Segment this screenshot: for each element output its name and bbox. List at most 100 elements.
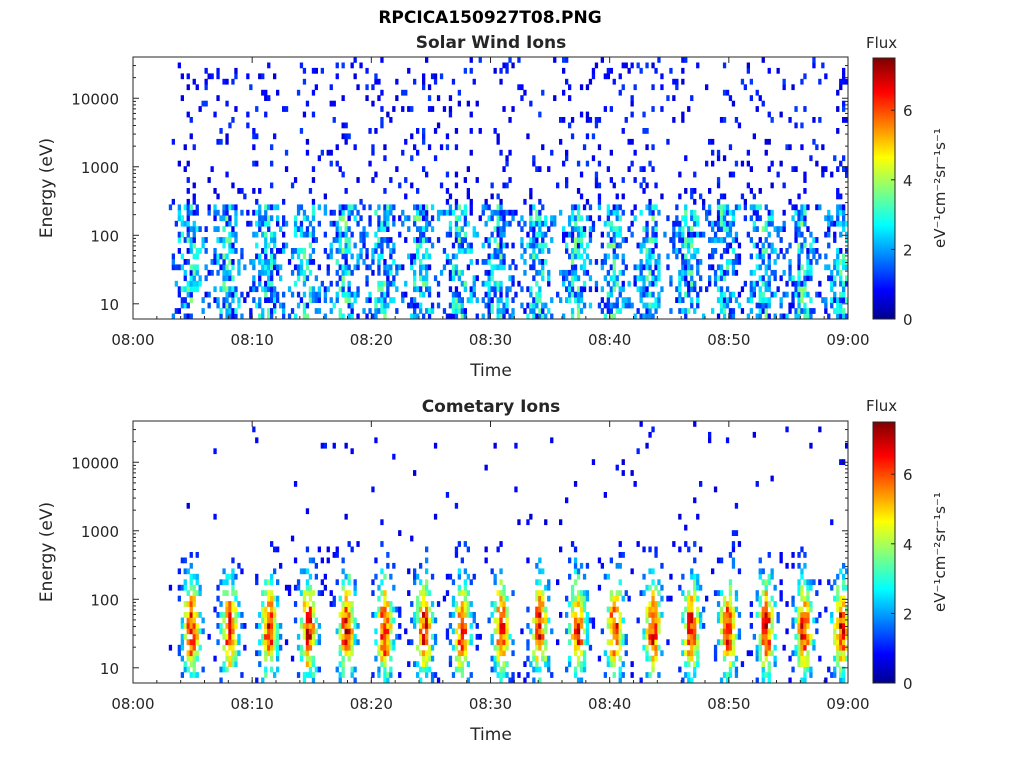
spectrogram-cell	[329, 297, 333, 303]
spectrogram-cell	[472, 291, 476, 298]
spectrogram-cell	[719, 269, 724, 276]
spectrogram-cell	[761, 666, 765, 673]
spectrogram-cell	[693, 541, 697, 547]
spectrogram-cell	[386, 628, 390, 635]
spectrogram-cell	[380, 291, 384, 298]
spectrogram-cell	[460, 302, 464, 309]
spectrogram-cell	[687, 286, 691, 293]
spectrogram-cell	[255, 231, 259, 238]
spectrogram-cell	[684, 155, 688, 162]
spectrogram-cell	[678, 584, 682, 591]
spectrogram-cell	[648, 568, 652, 575]
spectrogram-cell	[317, 590, 321, 596]
spectrogram-cell	[550, 672, 554, 678]
spectrogram-cell	[496, 226, 500, 232]
spectrogram-cell	[800, 280, 804, 287]
spectrogram-cell	[579, 111, 584, 118]
spectrogram-cell	[451, 644, 456, 651]
spectrogram-cell	[225, 253, 229, 260]
spectrogram-cell	[693, 188, 697, 194]
spectrogram-cell	[231, 264, 235, 271]
spectrogram-cell	[719, 617, 724, 624]
spectrogram-cell	[582, 628, 587, 635]
spectrogram-cell	[228, 269, 232, 276]
spectrogram-cell	[177, 584, 181, 591]
spectrogram-cell	[499, 313, 503, 320]
spectrogram-cell	[219, 264, 223, 271]
spectrogram-cell	[523, 198, 527, 205]
spectrogram-cell	[332, 302, 336, 309]
spectrogram-cell	[425, 617, 429, 624]
spectrogram-cell	[222, 579, 226, 586]
spectrogram-cell	[448, 193, 453, 200]
spectrogram-cell	[758, 248, 762, 254]
spectrogram-cell	[472, 286, 476, 293]
spectrogram-cell	[576, 308, 581, 314]
spectrogram-cell	[582, 264, 587, 271]
spectrogram-cell	[764, 601, 768, 607]
spectrogram-cell	[800, 612, 804, 618]
spectrogram-cell	[222, 286, 226, 293]
spectrogram-cell	[681, 67, 685, 74]
spectrogram-cell	[791, 297, 795, 303]
spectrogram-cell	[347, 313, 351, 320]
spectrogram-cell	[410, 259, 414, 265]
spectrogram-cell	[329, 100, 333, 107]
spectrogram-cell	[276, 297, 280, 303]
spectrogram-cell	[225, 633, 229, 640]
spectrogram-cell	[430, 655, 435, 662]
spectrogram-cell	[451, 595, 456, 602]
spectrogram-cell	[609, 661, 613, 667]
spectrogram-cell	[216, 302, 220, 309]
spectrogram-cell	[413, 144, 417, 151]
spectrogram-cell	[693, 584, 697, 591]
spectrogram-cell	[463, 177, 467, 183]
spectrogram-cell	[711, 220, 715, 227]
spectrogram-cell	[532, 242, 536, 249]
spectrogram-cell	[696, 215, 700, 222]
spectrogram-cell	[252, 128, 256, 134]
spectrogram-cell	[758, 568, 762, 575]
spectrogram-cell	[427, 590, 432, 596]
spectrogram-cell	[731, 644, 736, 651]
spectrogram-cell	[341, 672, 345, 678]
spectrogram-cell	[809, 264, 813, 271]
spectrogram-cell	[383, 220, 387, 227]
spectrogram-cell	[282, 106, 286, 112]
spectrogram-cell	[788, 302, 792, 309]
spectrogram-cell	[803, 220, 807, 227]
spectrogram-cell	[344, 633, 348, 640]
spectrogram-cell	[722, 117, 727, 123]
spectrogram-cell	[773, 655, 777, 662]
spectrogram-cell	[192, 633, 196, 640]
spectrogram-cell	[180, 672, 184, 678]
spectrogram-cell	[839, 297, 843, 303]
spectrogram-cell	[773, 226, 777, 232]
spectrogram-cell	[579, 215, 584, 222]
spectrogram-cell	[827, 579, 831, 586]
spectrogram-cell	[684, 661, 688, 667]
spectrogram-cell	[299, 220, 304, 227]
spectrogram-cell	[767, 297, 771, 303]
spectrogram-cell	[386, 215, 390, 222]
spectrogram-cell	[621, 237, 625, 243]
spectrogram-cell	[755, 264, 759, 271]
spectrogram-cell	[466, 297, 470, 303]
spectrogram-cell	[189, 552, 193, 558]
spectrogram-cell	[323, 248, 327, 254]
spectrogram-cell	[228, 308, 232, 314]
spectrogram-cell	[824, 73, 828, 80]
spectrogram-cell	[728, 661, 733, 667]
spectrogram-cell	[734, 633, 739, 640]
spectrogram-cell	[511, 308, 515, 314]
spectrogram-cell	[532, 308, 536, 314]
spectrogram-cell	[752, 226, 756, 232]
spectrogram-cell	[499, 264, 503, 271]
spectrogram-cell	[341, 655, 345, 662]
spectrogram-cell	[562, 89, 566, 96]
spectrogram-cell	[454, 639, 459, 646]
spectrogram-cell	[687, 650, 691, 657]
spectrogram-cell	[448, 259, 453, 265]
spectrogram-cell	[335, 628, 339, 635]
spectrogram-cell	[302, 111, 307, 118]
